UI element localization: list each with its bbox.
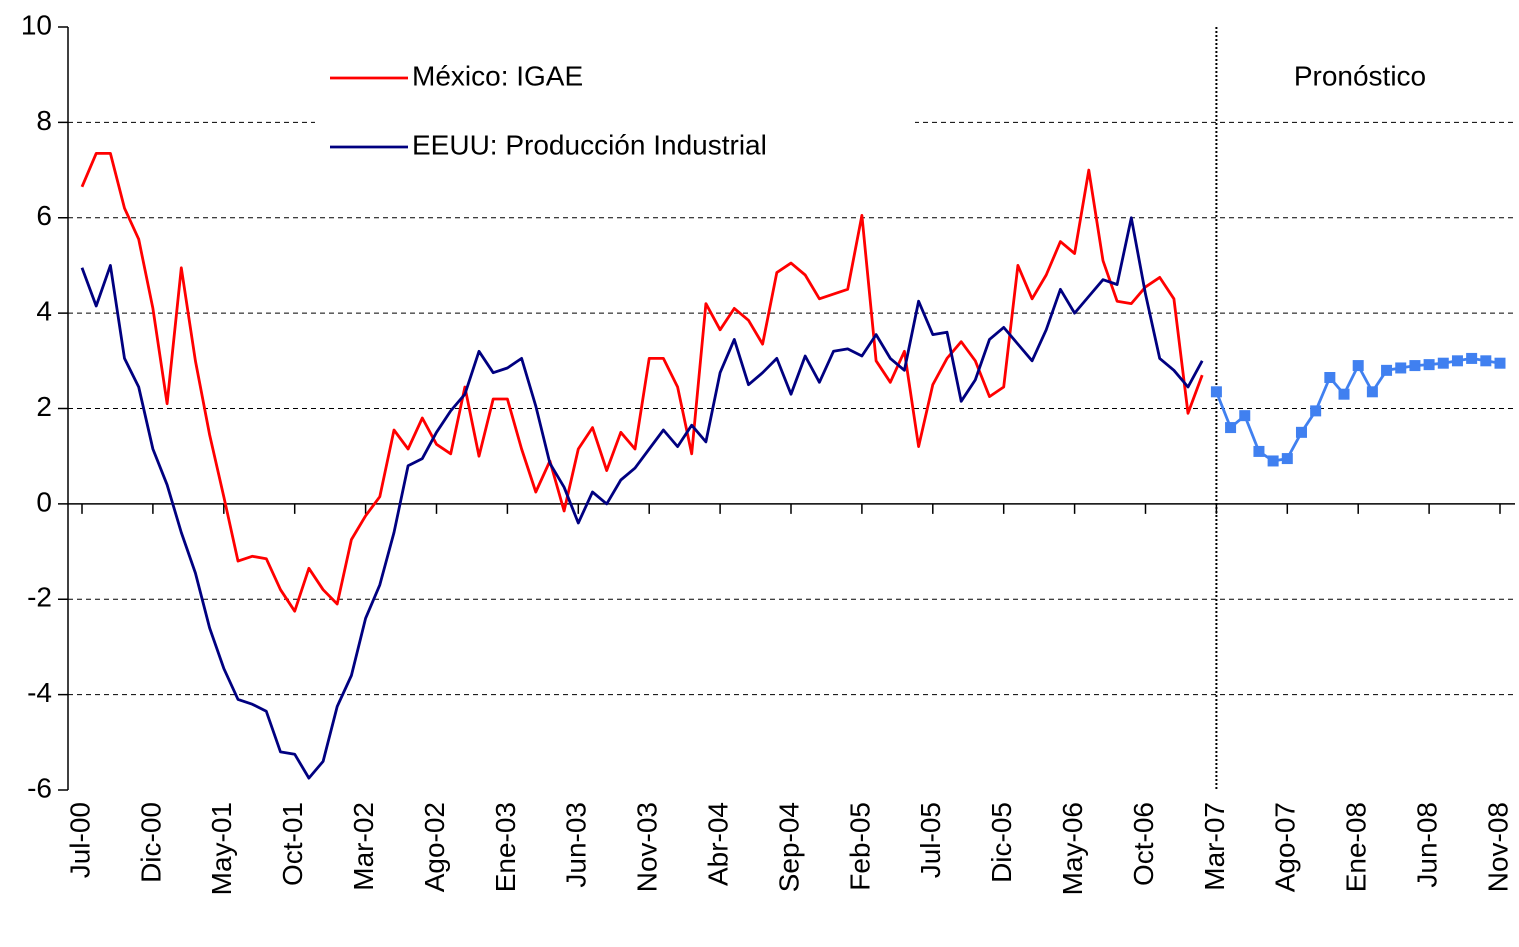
series-marker	[1267, 455, 1279, 467]
x-tick-label: Dic-05	[986, 802, 1017, 883]
series-line	[80, 152, 1204, 613]
series-marker	[1409, 360, 1421, 372]
legend-label: EEUU: Producción Industrial	[412, 129, 767, 160]
forecast-annotation: Pronóstico	[1294, 60, 1426, 91]
x-tick-label: Ago-07	[1270, 802, 1301, 892]
series-marker	[1352, 360, 1364, 372]
y-tick-label: 2	[36, 391, 52, 422]
series-marker	[1466, 352, 1478, 364]
x-tick-label: Sep-04	[773, 802, 804, 892]
x-tick-label: Oct-01	[277, 802, 308, 886]
x-tick-label: Mar-02	[348, 802, 379, 891]
x-tick-label: Nov-08	[1482, 802, 1513, 892]
x-tick-label: Ene-03	[490, 802, 521, 892]
series-marker	[1239, 410, 1251, 422]
series-marker	[1494, 357, 1506, 369]
series-line	[1215, 357, 1501, 463]
y-tick-label: 4	[36, 296, 52, 327]
series-marker	[1281, 453, 1293, 465]
legend: México: IGAE EEUU: Producción Industrial	[330, 60, 767, 160]
series-marker	[1210, 386, 1222, 398]
x-tick-label: Dic-00	[135, 802, 166, 883]
x-tick-label: Nov-03	[632, 802, 663, 892]
series-marker	[1480, 355, 1492, 367]
x-tick-label: May-01	[206, 802, 237, 895]
x-tick-label: Jul-00	[64, 802, 95, 878]
x-tick-label: Mar-07	[1199, 802, 1230, 891]
y-tick-label: -4	[27, 677, 52, 708]
x-tick-label: Ene-08	[1341, 802, 1372, 892]
y-tick-label: 6	[36, 200, 52, 231]
x-tick-label: Abr-04	[702, 802, 733, 886]
legend-box	[315, 55, 915, 173]
legend-label: México: IGAE	[412, 60, 583, 91]
x-tick-label: May-06	[1057, 802, 1088, 895]
series-marker	[1437, 357, 1449, 369]
x-tick-label: Ago-02	[419, 802, 450, 892]
series-marker	[1324, 372, 1336, 384]
x-tick-label: Jul-05	[915, 802, 946, 878]
y-tick-label: -6	[27, 772, 52, 803]
y-tick-label: -2	[27, 582, 52, 613]
series-marker	[1310, 405, 1322, 417]
x-tick-label: Oct-06	[1128, 802, 1159, 886]
series-marker	[1423, 359, 1435, 371]
series-marker	[1338, 388, 1350, 400]
y-tick-label: 10	[21, 9, 52, 40]
x-tick-label: Feb-05	[844, 802, 875, 891]
series-marker	[1295, 426, 1307, 438]
x-tick-label: Jun-03	[561, 802, 592, 888]
y-tick-label: 8	[36, 105, 52, 136]
series-marker	[1366, 386, 1378, 398]
series-marker	[1381, 364, 1393, 376]
series-line	[80, 216, 1204, 780]
series-marker	[1253, 445, 1265, 457]
series-marker	[1225, 422, 1237, 434]
y-tick-label: 0	[36, 486, 52, 517]
series-marker	[1451, 355, 1463, 367]
x-tick-label: Jun-08	[1411, 802, 1442, 888]
series-marker	[1395, 362, 1407, 374]
